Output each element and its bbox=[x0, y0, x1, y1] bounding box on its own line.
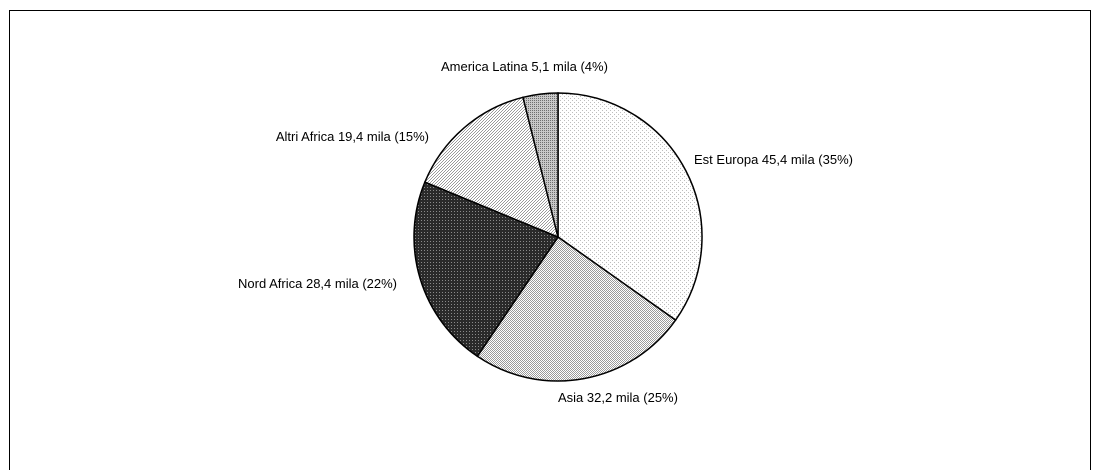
pie-slice-altri-africa bbox=[423, 96, 560, 239]
chart-frame bbox=[9, 10, 1091, 470]
pie-slice-nord-africa bbox=[413, 181, 560, 358]
pie-slice-est-europa bbox=[557, 92, 703, 322]
pie-slice-asia bbox=[476, 235, 677, 382]
slice-label-nord-africa: Nord Africa 28,4 mila (22%) bbox=[238, 276, 397, 291]
slice-label-altri-africa: Altri Africa 19,4 mila (15%) bbox=[276, 129, 429, 144]
pie-slices bbox=[413, 92, 703, 382]
slice-label-asia: Asia 32,2 mila (25%) bbox=[558, 390, 678, 405]
slice-label-est-europa: Est Europa 45,4 mila (35%) bbox=[694, 152, 853, 167]
slice-label-america-latina: America Latina 5,1 mila (4%) bbox=[441, 59, 608, 74]
pie-slice-america-latina bbox=[522, 92, 559, 238]
slice-labels: Est Europa 45,4 mila (35%) Asia 32,2 mila… bbox=[238, 59, 853, 405]
